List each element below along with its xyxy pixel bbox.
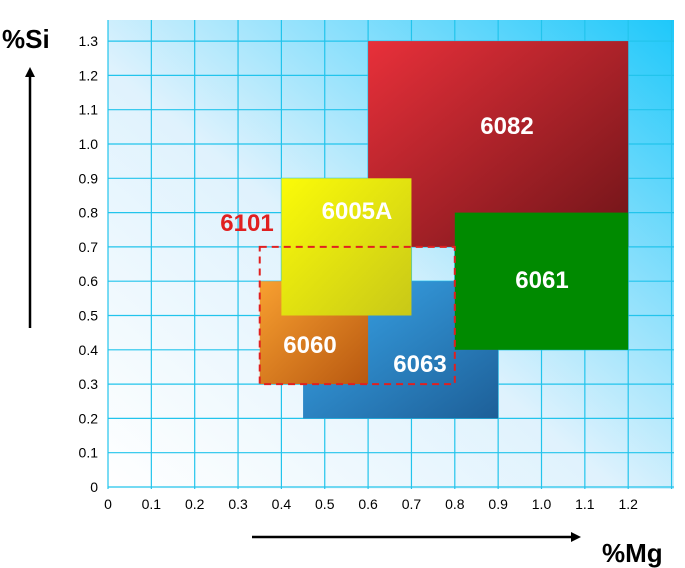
x-axis-label: %Mg: [602, 538, 663, 568]
y-tick-label: 0.1: [79, 445, 99, 461]
y-tick-label: 1.1: [79, 102, 99, 118]
region-label-6060: 6060: [283, 332, 336, 359]
region-6061: [454, 212, 629, 350]
y-tick-label: 1.2: [79, 67, 99, 83]
x-tick-label: 0.5: [315, 496, 335, 512]
x-tick-label: 0.8: [445, 496, 465, 512]
x-tick-label: 0.9: [488, 496, 508, 512]
dashed-region-label-6101: 6101: [220, 210, 273, 237]
y-tick-label: 0.6: [79, 273, 99, 289]
y-tick-label: 0.4: [79, 342, 99, 358]
x-tick-label: 0.6: [358, 496, 378, 512]
alloy-regions: 6082 6063 6060 6005A 6061: [259, 41, 629, 419]
x-tick-label: 1.2: [618, 496, 638, 512]
x-tick-label: 0.3: [228, 496, 248, 512]
x-tick-label: 0.2: [185, 496, 205, 512]
y-tick-label: 0: [90, 479, 98, 495]
x-tick-label: 0.7: [402, 496, 422, 512]
y-tick-label: 0.5: [79, 308, 99, 324]
y-tick-label: 0.7: [79, 239, 99, 255]
y-tick-label: 1.0: [79, 136, 99, 152]
y-tick-label: 0.9: [79, 170, 99, 186]
y-tick-label: 0.2: [79, 410, 99, 426]
y-tick-label: 1.3: [79, 33, 99, 49]
alloy-dashed-region: 6101: [220, 210, 456, 386]
y-axis-label: %Si: [2, 24, 50, 54]
x-tick-label: 1.1: [575, 496, 595, 512]
x-axis-ticks: 0 0.1 0.2 0.3 0.4 0.5 0.6 0.7 0.8 0.9 1.0 1.1 1.2: [104, 496, 638, 512]
y-tick-label: 0.3: [79, 376, 99, 392]
y-axis-ticks: 0 0.1 0.2 0.3 0.4 0.5 0.6 0.7 0.8 0.9 1.0 1.1 1.2 1.3: [79, 33, 99, 495]
y-tick-label: 0.8: [79, 205, 99, 221]
region-label-6005A: 6005A: [322, 198, 393, 225]
x-tick-label: 0.1: [142, 496, 162, 512]
x-tick-label: 0.4: [272, 496, 292, 512]
region-label-6061: 6061: [515, 267, 568, 294]
x-tick-label: 1.0: [532, 496, 552, 512]
x-tick-label: 0: [104, 496, 112, 512]
region-label-6082: 6082: [480, 113, 533, 140]
dashed-region-6101: [258, 245, 456, 386]
region-label-6063: 6063: [393, 351, 446, 378]
